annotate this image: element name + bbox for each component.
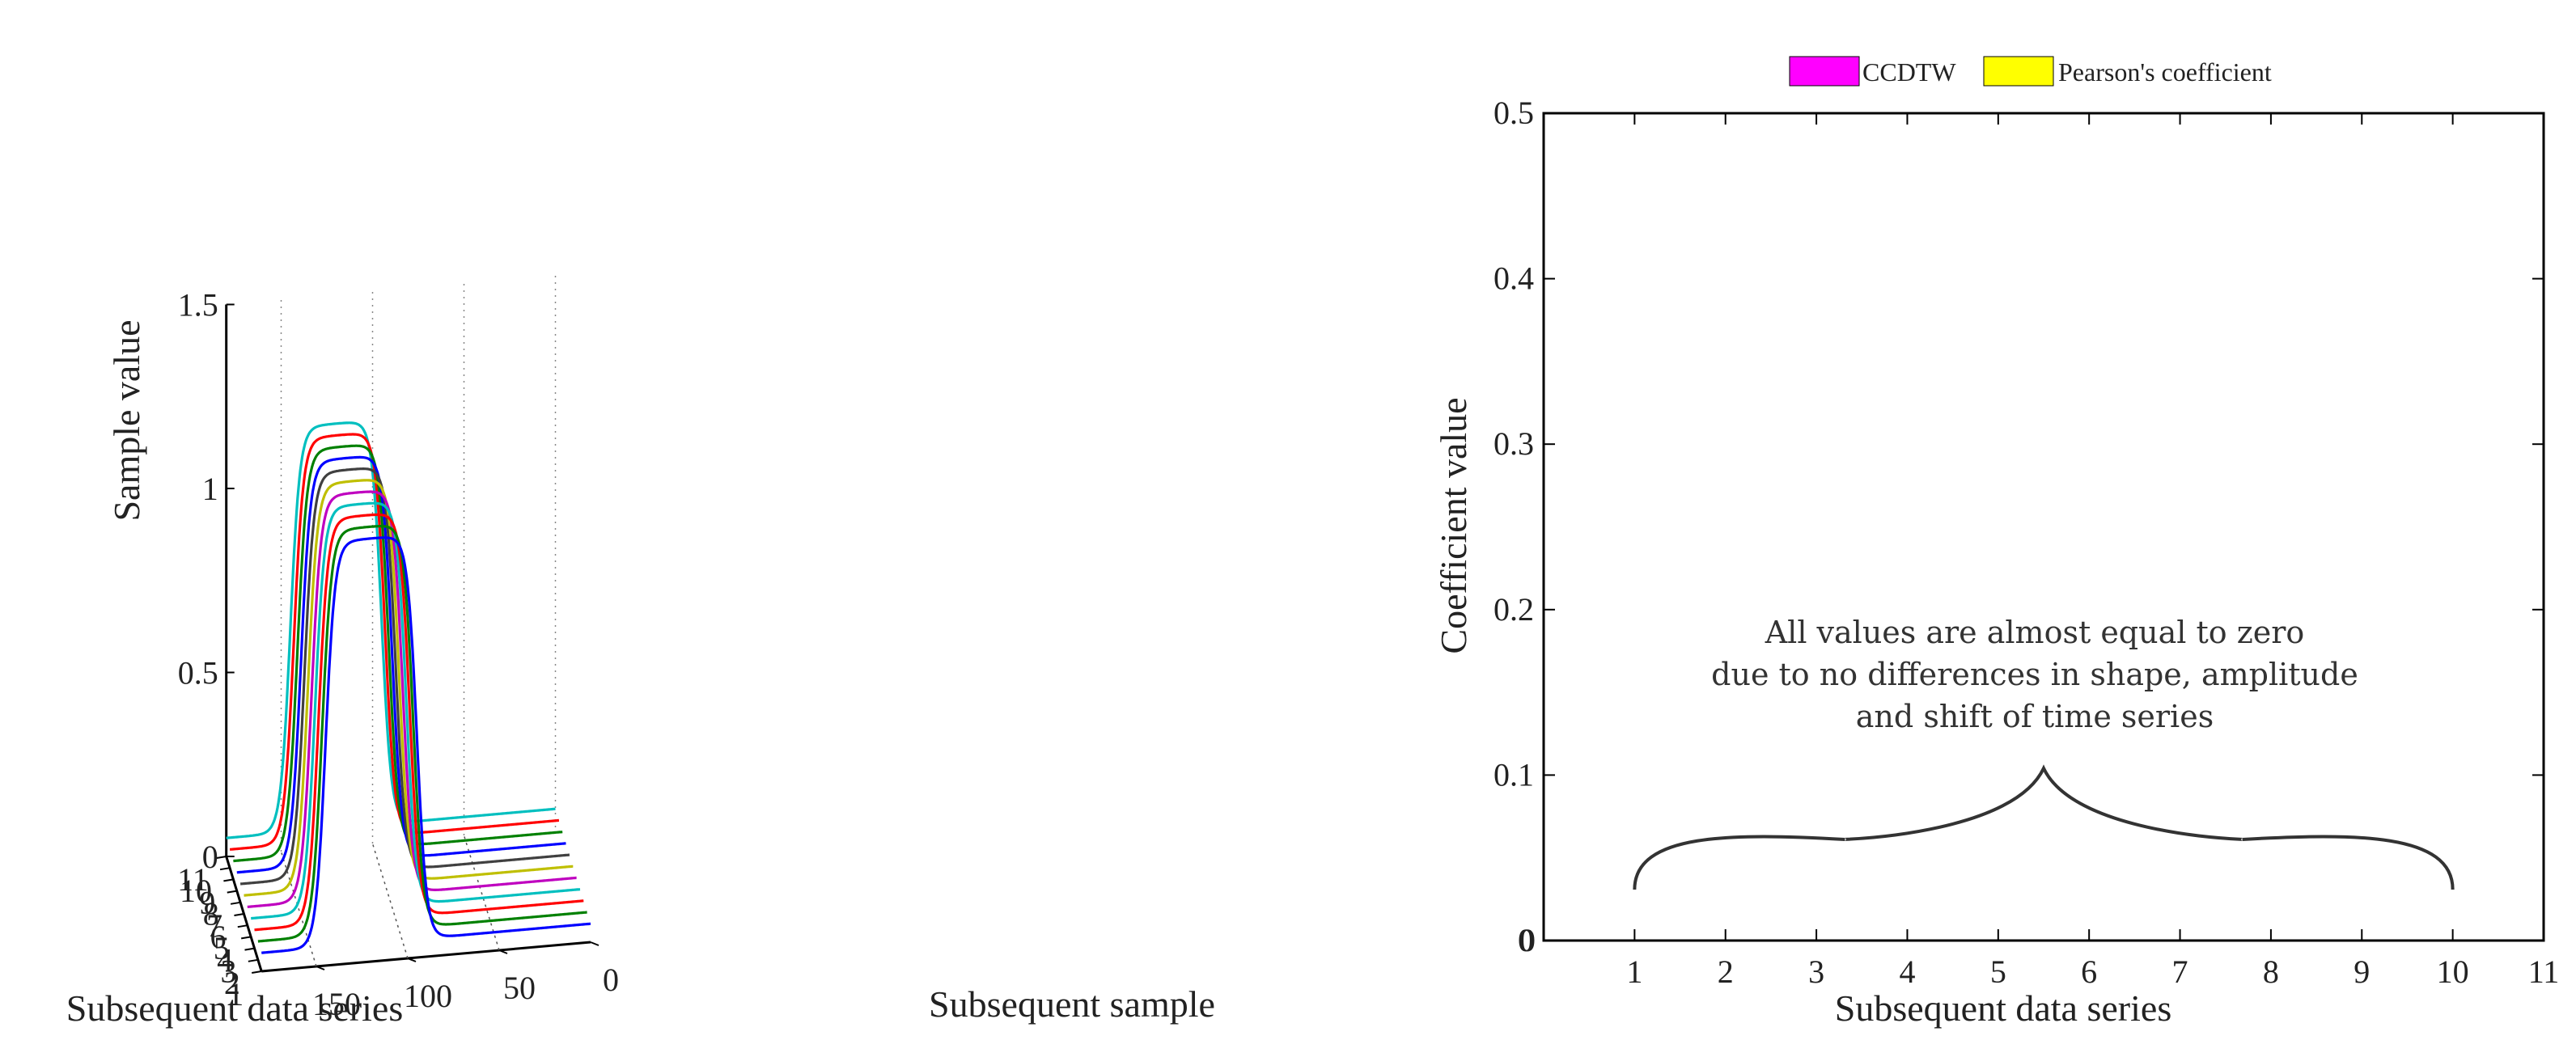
y-tick-label: 11 xyxy=(177,861,209,898)
y-tick-mark xyxy=(219,867,231,871)
legend-swatch-pearson xyxy=(1983,56,2054,87)
x-tick-label: 8 xyxy=(2263,953,2279,990)
y-tick-label: 5 xyxy=(214,930,230,966)
y-tick-mark xyxy=(248,958,259,962)
y-axis-label: Subsequent data series xyxy=(66,987,403,1029)
y-tick-mark xyxy=(252,970,262,974)
y-tick-label: 2 xyxy=(224,965,240,1001)
series-line-3 xyxy=(254,513,584,932)
x-tick-label: 50 xyxy=(503,970,536,1006)
y-tick-label: 3 xyxy=(221,953,237,990)
y-tick-mark xyxy=(230,901,241,905)
series-line-2 xyxy=(257,525,587,943)
series-line-9 xyxy=(233,444,563,863)
annotation-brace xyxy=(1633,764,2455,890)
y-tick-mark xyxy=(216,856,227,859)
x-axis-label: Subsequent data series xyxy=(1835,987,2171,1029)
floor-gridline xyxy=(371,843,409,959)
legend-label-pearson: Pearson's coefficient xyxy=(2058,57,2272,87)
y-tick-label: 1 xyxy=(227,976,244,1013)
x-tick-label: 0 xyxy=(603,962,619,998)
y-tick-mark xyxy=(223,878,234,882)
x-axis-label: Subsequent sample xyxy=(929,983,1215,1025)
x-tick-label: 3 xyxy=(1808,953,1824,990)
series-line-8 xyxy=(236,455,566,874)
z-tick-label: 0.5 xyxy=(178,655,218,691)
x-tick-label: 150 xyxy=(312,986,361,1022)
x-tick-label: 6 xyxy=(2081,953,2097,990)
y-tick-label: 6 xyxy=(210,919,226,955)
annotation-line: and shift of time series xyxy=(1856,699,2214,734)
y-tick-label: 0.2 xyxy=(1493,591,1534,628)
legend: CCDTW Pearson's coefficient xyxy=(1789,56,2272,87)
y-tick-label: 7 xyxy=(206,907,222,944)
series-line-1 xyxy=(261,536,591,954)
series-line-10 xyxy=(229,433,560,851)
y-tick-label: 0.3 xyxy=(1493,425,1534,462)
legend-swatch-ccdtw xyxy=(1789,56,1860,87)
x-tick-mark xyxy=(590,941,600,946)
z-axis-label: Sample value xyxy=(106,319,147,521)
x-tick-label: 100 xyxy=(404,978,452,1014)
y-tick-label: 9 xyxy=(199,884,215,920)
y-tick-mark xyxy=(240,936,252,940)
annotation-line: All values are almost equal to zero xyxy=(1765,615,2305,650)
y-tick-label: 0.5 xyxy=(1493,95,1534,131)
x-tick-label: 5 xyxy=(1990,953,2006,990)
series-line-11 xyxy=(226,421,556,839)
z-tick-label: 1.5 xyxy=(178,287,218,323)
x-tick-label: 2 xyxy=(1718,953,1734,990)
y-tick-label: 0 xyxy=(1518,922,1534,958)
x-tick-label: 4 xyxy=(1899,953,1915,990)
series-line-4 xyxy=(251,501,581,920)
z-tick-label: 0 xyxy=(202,839,218,875)
series-line-6 xyxy=(244,479,574,897)
y-tick-label: 10 xyxy=(180,873,212,909)
y-axis-label: Coefficient value xyxy=(1433,397,1474,653)
floor-gridline xyxy=(280,851,317,967)
y-tick-mark xyxy=(244,947,255,951)
y-tick-mark xyxy=(237,924,248,928)
y-tick-mark xyxy=(227,890,237,894)
annotation-line: due to no differences in shape, amplitud… xyxy=(1711,657,2358,692)
plot-frame xyxy=(1542,112,2545,942)
x-tick-label: 7 xyxy=(2172,953,2188,990)
x-tick-mark xyxy=(407,958,417,962)
z-tick-label: 1 xyxy=(202,471,218,507)
y-tick-mark xyxy=(234,913,244,916)
3d-line-chart: 050100150123456789101100.511.5Subsequent… xyxy=(66,275,1215,1029)
x-tick-mark xyxy=(498,949,508,954)
y-tick-label: 0.4 xyxy=(1493,260,1534,297)
x-tick-mark xyxy=(316,966,325,970)
legend-label-ccdtw: CCDTW xyxy=(1862,57,1956,87)
x-tick-label: 10 xyxy=(2437,953,2469,990)
x-tick-label: 11 xyxy=(2528,953,2560,990)
x-origin-label: 0 xyxy=(1519,922,1536,958)
y-tick-label: 0.1 xyxy=(1493,756,1534,793)
series-line-7 xyxy=(239,467,570,886)
y-tick-label: 4 xyxy=(217,941,233,978)
series-line-5 xyxy=(247,490,577,908)
x-tick-label: 1 xyxy=(1626,953,1642,990)
y-tick-label: 8 xyxy=(203,896,219,932)
x-tick-label: 9 xyxy=(2354,953,2370,990)
